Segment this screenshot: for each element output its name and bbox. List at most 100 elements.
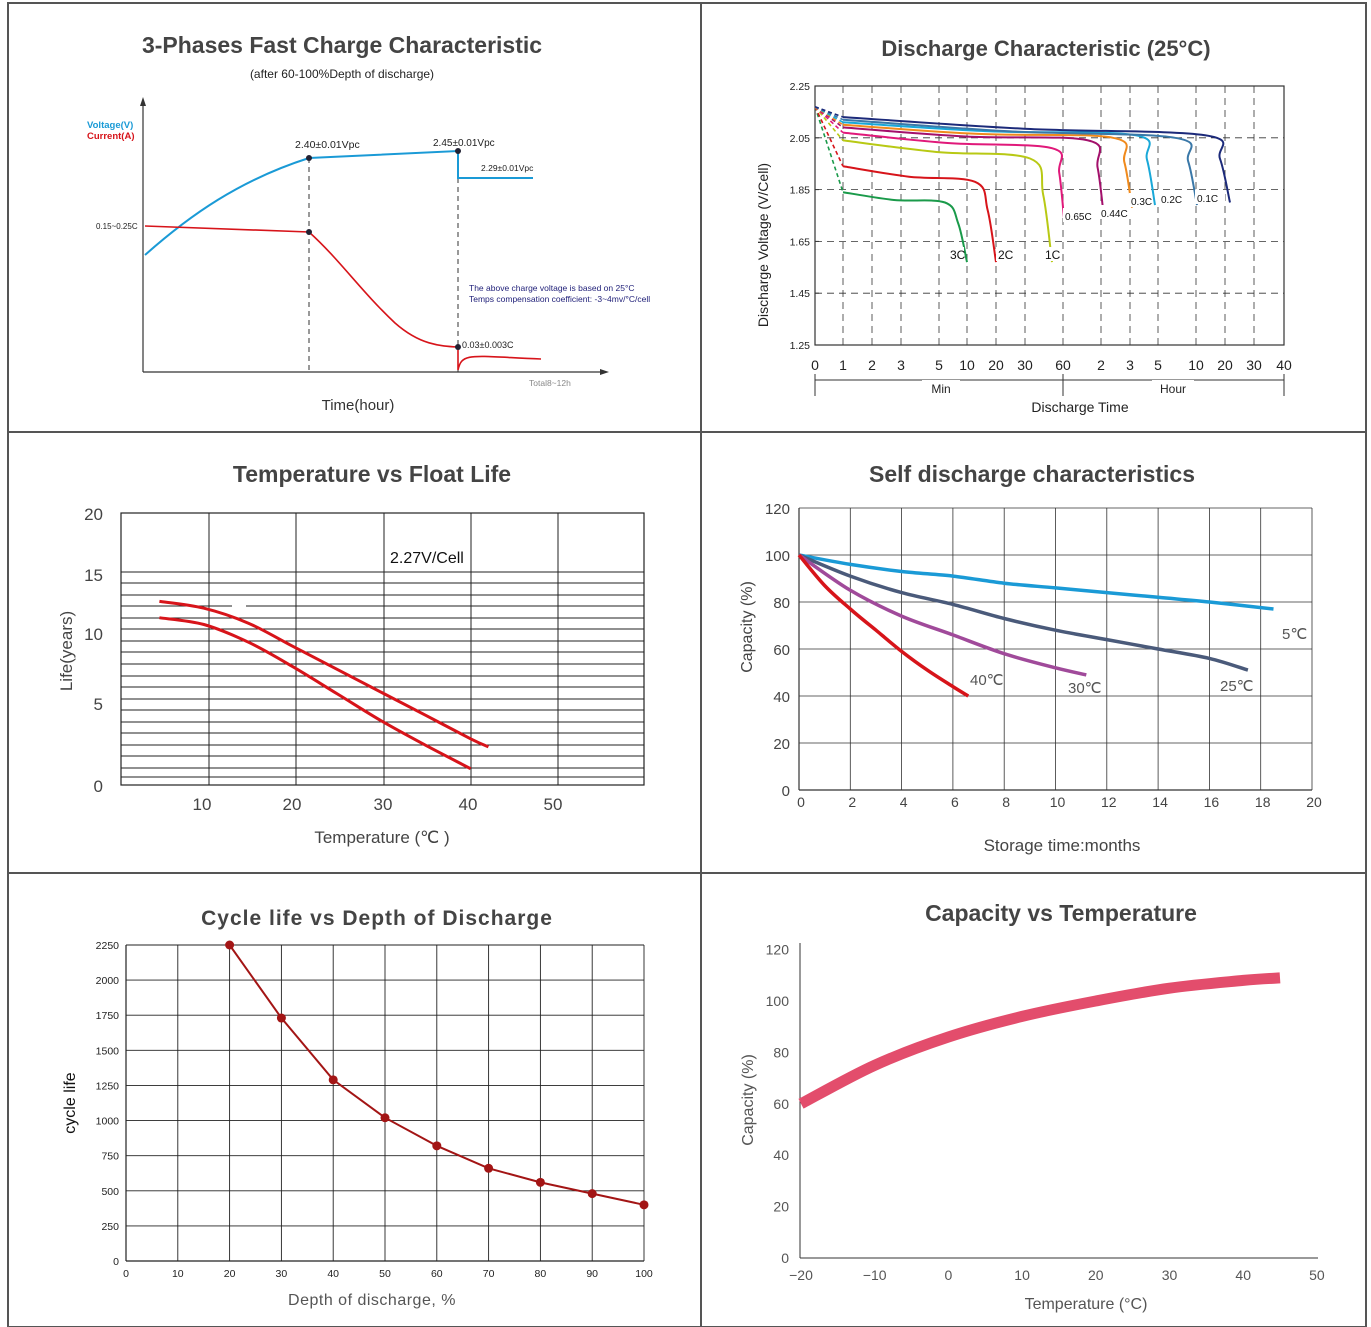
x-axis-arrow-icon	[600, 369, 609, 375]
data-point	[432, 1141, 442, 1151]
x-tick-label: 20	[1306, 794, 1322, 810]
ticks: 0 250 500 750 1000 1250 1500 1750 2000 2250 0 10 20 3…	[96, 940, 653, 1280]
discharge-line	[842, 116, 1231, 203]
capacity-curves: 5℃ 25℃ 30℃ 40℃	[797, 553, 1307, 698]
label-total: Total8~12h	[529, 378, 571, 388]
x-tick-label: 5	[935, 357, 943, 373]
x-tick-label: 40	[1276, 357, 1292, 373]
plot-frame	[120, 512, 645, 786]
series-label: 0.1C	[1197, 194, 1218, 205]
curve-30℃	[798, 553, 1087, 677]
initial-dip-line	[814, 106, 844, 193]
x-axis-label: Temperature (℃ )	[314, 828, 449, 847]
y-tick-label: 1.45	[790, 288, 811, 300]
initial-dip-line	[814, 106, 844, 123]
data-point	[535, 1177, 545, 1187]
ticks: 0 20 40 60 80 100 120 0 2 4 6 8 10 12 14 16 18 20	[765, 501, 1322, 810]
x-tick-label: 50	[379, 1268, 391, 1280]
chart-title: Discharge Characteristic (25°C)	[881, 36, 1210, 61]
y-tick-label: 80	[773, 1044, 789, 1060]
x-tick-label: 10	[1188, 357, 1204, 373]
ticks: 0 5 10 15 20 10 20 30 40 50	[84, 505, 562, 814]
y-tick-label: 1750	[96, 1010, 120, 1022]
series-1C: 1C	[814, 106, 1061, 263]
hour-label-bg	[1152, 380, 1194, 396]
x-tick-label: 20	[1217, 357, 1233, 373]
y-tick-label: 20	[773, 1199, 789, 1215]
label-v3: 2.29±0.01Vpc	[481, 163, 534, 173]
y-tick-label: 0	[781, 1250, 789, 1266]
y-tick-label: 1.25	[790, 340, 811, 352]
discharge-line	[842, 139, 1053, 263]
data-point	[328, 1075, 338, 1085]
x-tick-label: 50	[544, 795, 563, 814]
y-tick-label: 750	[101, 1151, 119, 1163]
x-tick-label: 6	[951, 794, 959, 810]
y-tick-label: 20	[773, 736, 790, 753]
x-tick-label: 0	[945, 1267, 953, 1283]
series-label-bg	[1063, 208, 1100, 222]
initial-dip-line	[814, 106, 844, 129]
curve-25℃	[798, 553, 1249, 672]
x-tick-label: 16	[1204, 794, 1220, 810]
discharge-line	[842, 123, 1133, 208]
voltage-curve	[144, 149, 533, 256]
y-tick-label: 80	[773, 595, 790, 612]
series-label: 25℃	[1220, 678, 1254, 695]
y-tick-label: 0	[113, 1256, 119, 1268]
x-axis-label: Temperature (°C)	[1025, 1296, 1148, 1313]
x-tick-label: 30	[374, 795, 393, 814]
x-tick-label: 40	[327, 1268, 339, 1280]
y-tick-label: 2.05	[790, 133, 811, 145]
x-tick-label: 30	[1162, 1267, 1178, 1283]
data-point	[587, 1189, 597, 1199]
series-label: 0.2C	[1161, 195, 1182, 206]
series-0.1C: 0.1C	[814, 105, 1225, 206]
series-0.3C: 0.3C	[814, 106, 1159, 208]
x-tick-label: 40	[459, 795, 478, 814]
y-tick-label: 40	[773, 1147, 789, 1163]
annotation-bg	[388, 543, 466, 571]
x-tick-label: 10	[959, 357, 975, 373]
current-curve	[144, 225, 542, 371]
y-tick-label: 120	[766, 942, 790, 958]
x-tick-label: 60	[431, 1268, 443, 1280]
y-axis-label: Capacity (%)	[739, 581, 756, 673]
x-tick-label: 90	[586, 1268, 598, 1280]
voltage-point-1	[306, 155, 312, 161]
discharge-line	[842, 118, 1198, 206]
series-label: 5℃	[1282, 626, 1307, 643]
curve-gap-mask	[232, 604, 246, 616]
label-i-end: 0.03±0.003C	[462, 340, 514, 350]
chart-title: Temperature vs Float Life	[233, 461, 511, 487]
y-tick-label: 1250	[96, 1080, 120, 1092]
series-label-bg	[996, 247, 1012, 261]
x-axis-label: Time(hour)	[322, 397, 395, 414]
y-axis-label: Capacity (%)	[740, 1054, 757, 1146]
series-label: 3C	[950, 248, 966, 262]
charge-characteristic-chart: 3-Phases Fast Charge Characteristic (aft…	[87, 32, 650, 414]
label-v1: 2.40±0.01Vpc	[295, 139, 360, 151]
cycle-life-chart: Cycle life vs Depth of Discharge 0250500…	[62, 907, 653, 1309]
series-label-bg	[1043, 247, 1059, 261]
note-line-2: Temps compensation coefficient: -3~4mv/°…	[469, 294, 650, 304]
series-label: 0.3C	[1131, 197, 1152, 208]
voltage-annotation: 2.27V/Cell	[390, 550, 464, 567]
y-tick-label: 250	[101, 1221, 119, 1233]
initial-dip-line	[814, 105, 844, 118]
data-point	[380, 1113, 390, 1123]
x-tick-label: 20	[988, 357, 1004, 373]
series-label-bg	[1129, 193, 1159, 207]
x-axis-label: Depth of discharge, %	[288, 1292, 456, 1309]
x-tick-label: 30	[1246, 357, 1262, 373]
x-tick-label: 5	[1154, 357, 1162, 373]
x-tick-label: 1	[839, 357, 847, 373]
y-tick-label: 2.25	[790, 81, 811, 93]
x-tick-label: 18	[1255, 794, 1271, 810]
x-tick-label: 10	[193, 795, 212, 814]
x-tick-label: 20	[283, 795, 302, 814]
discharge-characteristic-chart: Discharge Characteristic (25°C) 3C 2C 1C 0.…	[755, 36, 1292, 415]
y-tick-label: 120	[765, 501, 790, 518]
